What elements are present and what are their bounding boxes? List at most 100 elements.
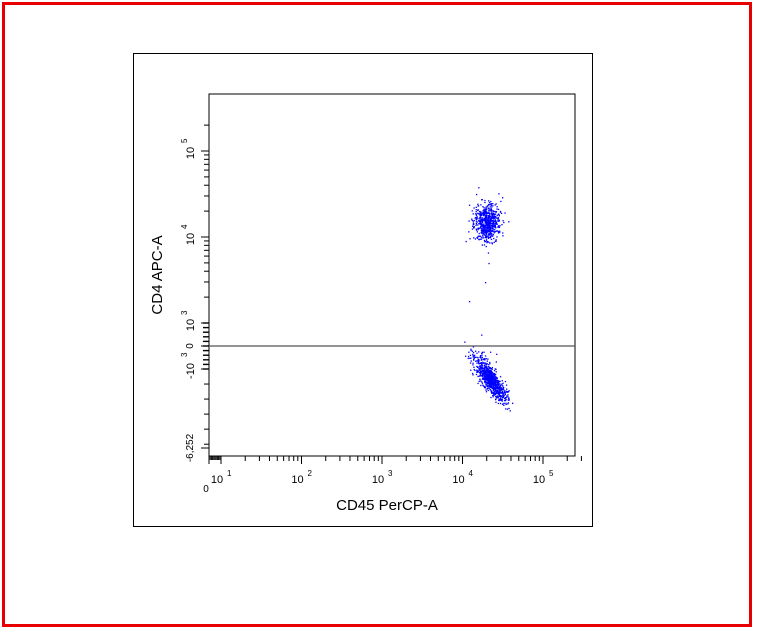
data-point: [504, 397, 506, 399]
data-point: [485, 211, 487, 213]
x-tick-label: 10 1: [211, 469, 232, 486]
data-point: [495, 373, 497, 376]
data-point: [478, 187, 480, 189]
data-point: [491, 209, 493, 212]
data-point: [490, 386, 492, 389]
data-point: [481, 351, 484, 353]
data-point: [473, 368, 475, 371]
data-point: [508, 398, 510, 400]
data-point: [489, 220, 491, 222]
data-point: [498, 214, 500, 216]
data-point: [498, 387, 500, 390]
data-point: [502, 396, 505, 398]
data-point: [486, 378, 488, 380]
data-point: [507, 396, 509, 398]
data-point: [483, 214, 485, 217]
data-point: [488, 220, 490, 222]
data-point: [484, 222, 486, 224]
data-point: [473, 207, 475, 209]
data-point: [479, 217, 481, 219]
data-point: [493, 213, 495, 215]
data-point: [490, 210, 492, 212]
data-point: [493, 392, 495, 394]
data-point: [482, 384, 484, 386]
data-point: [495, 376, 497, 378]
data-point: [485, 214, 487, 216]
data-point: [478, 351, 480, 353]
data-point: [489, 209, 492, 211]
data-point: [490, 223, 492, 225]
data-point: [464, 341, 466, 343]
data-point: [488, 214, 490, 217]
data-point: [507, 402, 510, 404]
data-point: [485, 381, 487, 383]
data-point: [475, 213, 478, 215]
data-point: [492, 228, 495, 230]
data-point: [481, 220, 483, 222]
data-point: [505, 402, 507, 404]
data-point: [483, 218, 486, 221]
data-point: [483, 371, 485, 373]
data-point: [481, 219, 483, 221]
data-point: [482, 217, 484, 219]
data-point: [495, 371, 497, 373]
data-point: [496, 236, 498, 238]
data-point: [491, 371, 493, 373]
data-point: [474, 217, 476, 219]
data-point: [499, 387, 501, 389]
data-point: [498, 394, 500, 396]
data-point: [480, 372, 482, 374]
data-point: [504, 393, 506, 395]
x-tick-base: 10: [533, 474, 545, 486]
data-point: [469, 362, 472, 364]
data-point: [478, 227, 480, 230]
data-point: [486, 216, 488, 219]
data-point: [484, 220, 486, 222]
data-point: [501, 400, 503, 402]
data-point: [502, 232, 504, 234]
data-point: [475, 220, 477, 222]
data-point: [485, 229, 487, 231]
data-point: [493, 370, 496, 372]
data-point: [482, 369, 484, 372]
data-point: [504, 390, 506, 392]
data-point: [486, 371, 488, 374]
data-point: [497, 226, 499, 228]
data-point: [487, 207, 490, 209]
data-point: [472, 356, 474, 358]
data-point: [484, 381, 486, 383]
data-point: [465, 240, 467, 243]
data-point: [488, 374, 490, 376]
data-point: [496, 397, 498, 399]
data-point: [480, 222, 482, 224]
data-point: [500, 394, 502, 397]
data-point: [484, 375, 487, 378]
data-point: [486, 223, 488, 225]
y-axis-label: CD4 APC-A: [149, 235, 166, 314]
data-point: [497, 382, 499, 385]
x-tick-base: 10: [372, 474, 384, 486]
data-point: [478, 368, 481, 370]
data-point: [475, 360, 477, 362]
data-point: [501, 383, 503, 385]
data-point: [491, 392, 493, 394]
data-point: [502, 386, 505, 389]
data-point: [493, 394, 495, 396]
data-point: [495, 378, 497, 380]
data-point: [495, 221, 498, 223]
data-point: [494, 222, 497, 224]
data-point: [481, 366, 483, 368]
data-point: [499, 395, 501, 397]
data-point: [490, 396, 492, 399]
data-point: [487, 229, 489, 231]
data-point: [493, 237, 495, 240]
data-point: [500, 385, 502, 387]
data-point: [494, 399, 497, 401]
data-point: [489, 203, 491, 206]
data-point: [490, 218, 492, 220]
data-point: [498, 386, 500, 389]
data-point: [484, 387, 486, 389]
data-point: [501, 392, 504, 395]
data-point: [493, 232, 495, 234]
